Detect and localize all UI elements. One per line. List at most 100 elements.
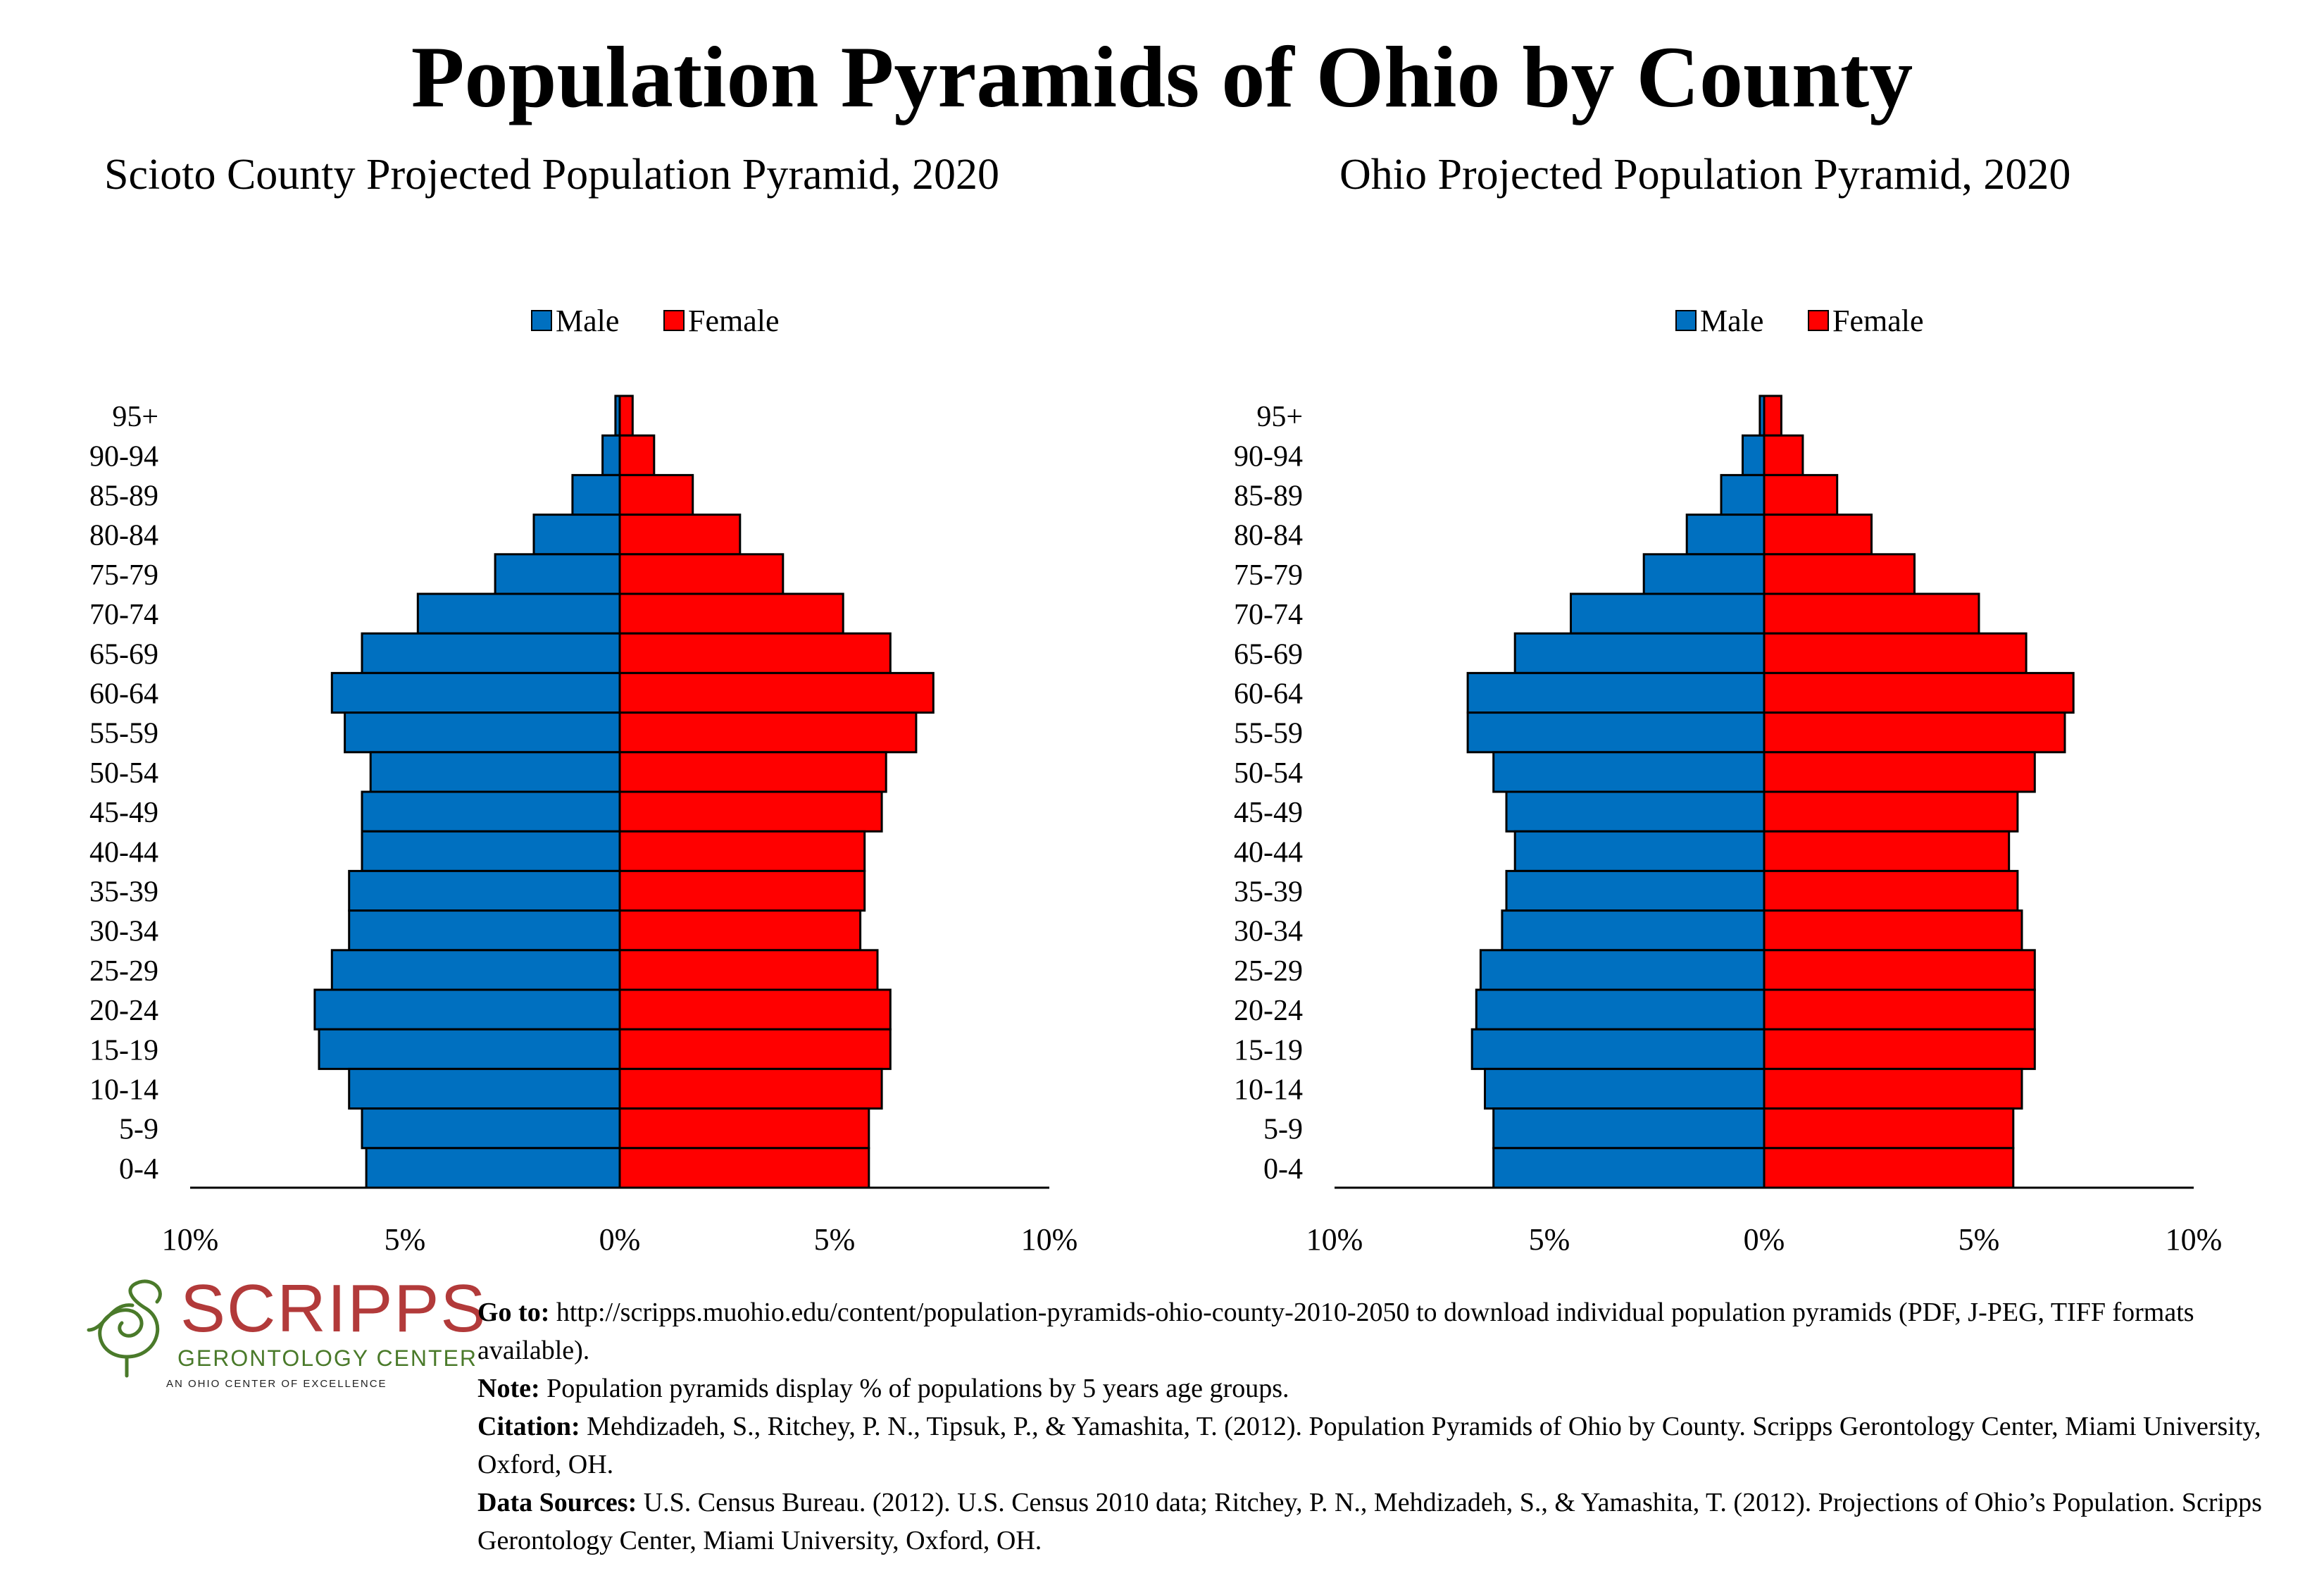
logo-wordmark: SCRIPPS <box>180 1271 487 1346</box>
scioto-bar-female-95+ <box>618 394 634 437</box>
ohio-bar-male-75-79 <box>1642 553 1766 595</box>
scioto-bar-female-20-24 <box>618 988 892 1031</box>
scioto-bar-male-25-29 <box>330 949 621 991</box>
ohio-bar-male-40-44 <box>1513 830 1766 872</box>
scioto-bar-male-10-14 <box>348 1067 621 1110</box>
scioto-age-label: 10-14 <box>89 1074 158 1107</box>
scioto-bar-female-85-89 <box>618 473 694 516</box>
goto-text: http://scripps.muohio.edu/content/popula… <box>477 1298 2194 1365</box>
ohio-bar-female-35-39 <box>1763 869 2019 912</box>
ohio-bar-female-45-49 <box>1763 790 2019 833</box>
ohio-bar-female-85-89 <box>1763 473 1839 516</box>
ohio-bar-male-50-54 <box>1492 751 1766 793</box>
scripps-logo: SCRIPPS GERONTOLOGY CENTER AN OHIO CENTE… <box>83 1274 485 1407</box>
ohio-bar-male-80-84 <box>1685 514 1766 556</box>
scioto-age-label: 35-39 <box>89 876 158 909</box>
scioto-legend-female-swatch <box>663 310 685 331</box>
scioto-age-label: 50-54 <box>89 757 158 790</box>
ohio-legend-female-label: Female <box>1832 304 1924 338</box>
scioto-chart-title: Scioto County Projected Population Pyram… <box>104 151 999 199</box>
sources-label: Data Sources: <box>477 1488 637 1517</box>
ohio-bar-female-90-94 <box>1763 434 1804 476</box>
scioto-bar-male-15-19 <box>318 1028 621 1070</box>
goto-label: Go to: <box>477 1298 550 1327</box>
ohio-age-label: 45-49 <box>1234 797 1303 829</box>
scioto-bar-male-30-34 <box>348 909 621 952</box>
note-text: Population pyramids display % of populat… <box>539 1374 1289 1403</box>
note-label: Note: <box>477 1374 540 1403</box>
note-note: Note: Population pyramids display % of p… <box>477 1369 2309 1407</box>
notes-block: Go to: http://scripps.muohio.edu/content… <box>477 1293 2309 1560</box>
scioto-bar-female-80-84 <box>618 514 742 556</box>
scioto-tick-label: 0% <box>599 1222 641 1257</box>
scioto-bar-female-10-14 <box>618 1067 883 1110</box>
scioto-bar-female-15-19 <box>618 1028 892 1070</box>
ohio-legend-male-swatch <box>1675 310 1697 331</box>
scioto-bar-female-75-79 <box>618 553 785 595</box>
ohio-bar-male-25-29 <box>1479 949 1766 991</box>
ohio-bar-female-40-44 <box>1763 830 2011 872</box>
swirl-logo-icon <box>87 1279 162 1378</box>
scioto-age-label: 40-44 <box>89 836 158 869</box>
ohio-bar-female-15-19 <box>1763 1028 2036 1070</box>
scioto-bar-female-0-4 <box>618 1147 870 1189</box>
scioto-tick-label: 5% <box>385 1222 426 1257</box>
scioto-age-label: 85-89 <box>89 480 158 513</box>
ohio-bar-female-25-29 <box>1763 949 2036 991</box>
ohio-age-label: 75-79 <box>1234 559 1303 592</box>
sources-text: U.S. Census Bureau. (2012). U.S. Census … <box>477 1488 2262 1555</box>
scioto-bar-male-85-89 <box>571 473 621 516</box>
ohio-bar-male-5-9 <box>1492 1107 1766 1150</box>
scioto-bar-female-55-59 <box>618 711 918 754</box>
scioto-age-label: 65-69 <box>89 638 158 671</box>
scioto-bar-male-65-69 <box>361 632 621 674</box>
ohio-bar-female-60-64 <box>1763 671 2075 714</box>
ohio-age-label: 65-69 <box>1234 638 1303 671</box>
ohio-age-label: 30-34 <box>1234 916 1303 948</box>
scioto-age-label: 0-4 <box>119 1153 158 1186</box>
ohio-legend-male-label: Male <box>1700 304 1763 338</box>
ohio-bar-male-70-74 <box>1570 592 1766 635</box>
scioto-tick-label: 5% <box>814 1222 856 1257</box>
ohio-bar-female-95+ <box>1763 394 1782 437</box>
ohio-bar-female-30-34 <box>1763 909 2023 952</box>
goto-note: Go to: http://scripps.muohio.edu/content… <box>477 1293 2309 1369</box>
scioto-bar-female-70-74 <box>618 592 844 635</box>
population-pyramid-charts: Male Female 95+ 90-94 85-89 80-84 75-79 70-74 65… <box>89 304 2222 1257</box>
scioto-bar-male-90-94 <box>601 434 621 476</box>
logo-tagline: AN OHIO CENTER OF EXCELLENCE <box>166 1378 387 1390</box>
ohio-bar-male-15-19 <box>1470 1028 1766 1070</box>
scioto-bar-male-40-44 <box>361 830 621 872</box>
scioto-bar-male-45-49 <box>361 790 621 833</box>
ohio-age-label: 85-89 <box>1234 480 1303 513</box>
scioto-age-label: 20-24 <box>89 995 158 1027</box>
scioto-age-label: 5-9 <box>119 1114 158 1146</box>
ohio-age-label: 50-54 <box>1234 757 1303 790</box>
ohio-age-label: 60-64 <box>1234 678 1303 711</box>
scioto-bar-male-20-24 <box>313 988 621 1031</box>
scioto-legend-male-swatch <box>531 310 552 331</box>
scioto-bar-male-55-59 <box>344 711 621 754</box>
scioto-bar-female-60-64 <box>618 671 935 714</box>
ohio-bar-female-20-24 <box>1763 988 2036 1031</box>
ohio-bar-male-65-69 <box>1513 632 1766 674</box>
scioto-bar-female-35-39 <box>618 869 866 912</box>
ohio-legend-female-swatch <box>1808 310 1829 331</box>
ohio-bar-male-90-94 <box>1742 434 1766 476</box>
scioto-age-label: 30-34 <box>89 916 158 948</box>
scioto-age-label: 55-59 <box>89 718 158 750</box>
logo-subtitle: GERONTOLOGY CENTER <box>177 1345 477 1371</box>
ohio-bar-male-55-59 <box>1466 711 1766 754</box>
ohio-age-label: 40-44 <box>1234 836 1303 869</box>
ohio-bar-female-0-4 <box>1763 1147 2015 1189</box>
scioto-age-label: 45-49 <box>89 797 158 829</box>
ohio-bar-male-85-89 <box>1720 473 1766 516</box>
scioto-bar-male-80-84 <box>532 514 621 556</box>
scioto-tick-label: 10% <box>1021 1222 1078 1257</box>
scioto-age-label: 60-64 <box>89 678 158 711</box>
scioto-age-label: 70-74 <box>89 599 158 631</box>
citation-label: Citation: <box>477 1412 580 1441</box>
ohio-bar-female-65-69 <box>1763 632 2028 674</box>
ohio-age-label: 10-14 <box>1234 1074 1303 1107</box>
ohio-bar-male-30-34 <box>1501 909 1766 952</box>
